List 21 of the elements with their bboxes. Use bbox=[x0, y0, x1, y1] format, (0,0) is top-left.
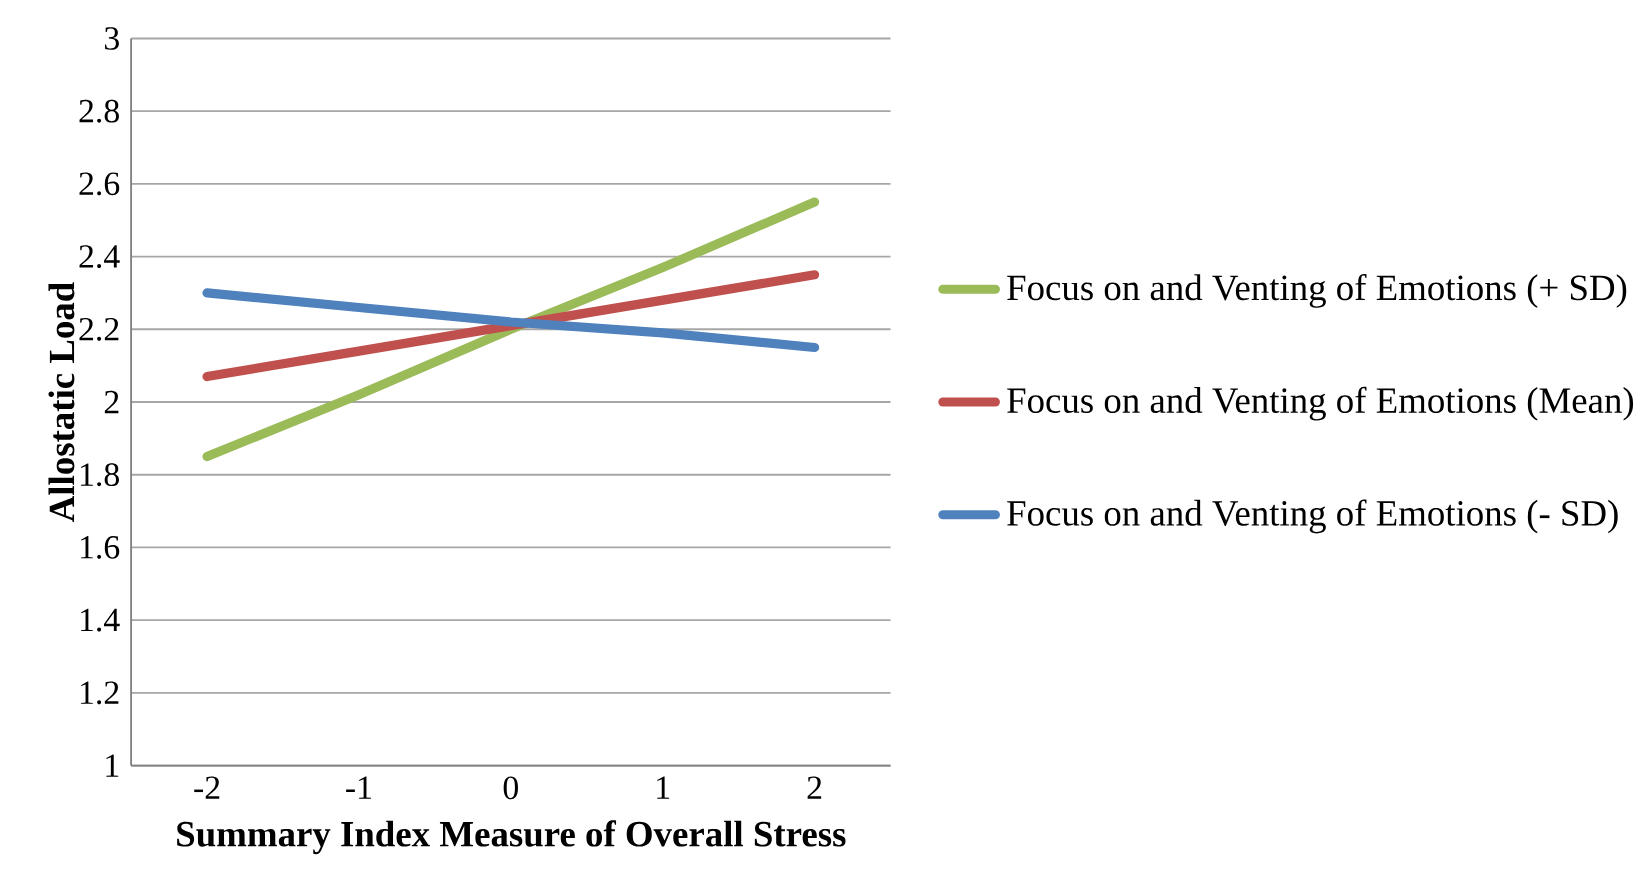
y-tick-label: 2.6 bbox=[79, 172, 120, 196]
x-tick-label: 1 bbox=[657, 776, 670, 799]
legend-label: Focus on and Venting of Emotions (+ SD) bbox=[1007, 273, 1627, 308]
legend-label: Focus on and Venting of Emotions (- SD) bbox=[1007, 499, 1618, 534]
y-tick-label: 1.6 bbox=[81, 536, 120, 559]
y-tick-label: 2 bbox=[104, 390, 119, 414]
y-tick-label: 2.4 bbox=[79, 245, 120, 269]
x-axis-title: Summary Index Measure of Overall Stress bbox=[177, 820, 846, 855]
x-tick-label: -2 bbox=[194, 776, 220, 799]
x-tick-label: -1 bbox=[346, 776, 371, 799]
legend-label: Focus on and Venting of Emotions (Mean) bbox=[1007, 386, 1634, 421]
y-tick-label: 1.2 bbox=[81, 681, 119, 705]
y-tick-label: 1.8 bbox=[81, 463, 119, 487]
x-tick-label: 0 bbox=[503, 776, 518, 800]
y-tick-label: 2.2 bbox=[79, 317, 119, 341]
y-tick-label: 2.8 bbox=[79, 99, 119, 123]
y-axis-title: Allostatic Load bbox=[48, 282, 75, 522]
x-tick-label: 2 bbox=[807, 776, 822, 799]
y-tick-label: 1.4 bbox=[81, 608, 120, 632]
y-tick-label: 1 bbox=[106, 754, 119, 777]
y-tick-label: 3 bbox=[104, 27, 119, 50]
